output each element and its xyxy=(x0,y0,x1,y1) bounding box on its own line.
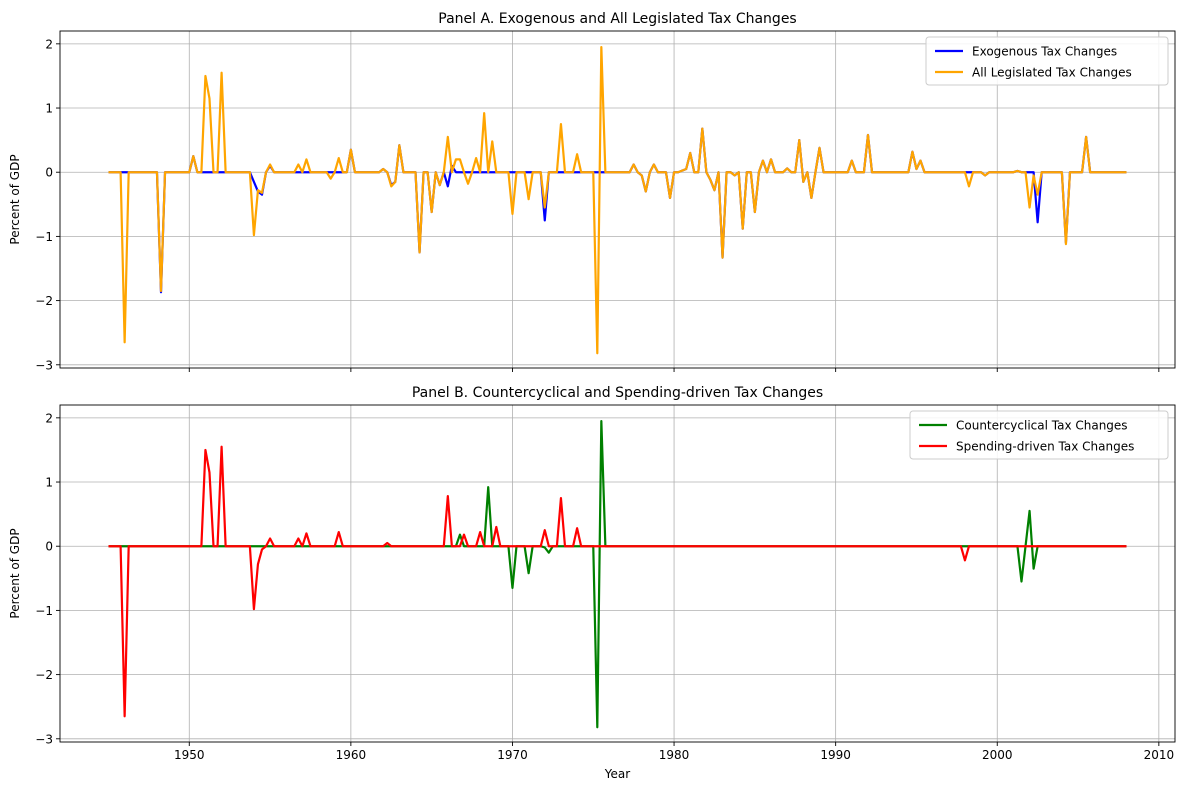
panel-title: Panel B. Countercyclical and Spending-dr… xyxy=(412,385,823,401)
y-tick-label: −3 xyxy=(35,358,53,372)
panel-a: −3 −2 −1 0 1 2 Panel A. Exogenous and All Legi… xyxy=(8,11,1176,372)
x-tick-label: 1980 xyxy=(659,748,690,762)
x-tick-label: 2010 xyxy=(1144,748,1175,762)
y-tick-label: 2 xyxy=(45,37,53,51)
y-axis-label: Percent of GDP xyxy=(8,528,22,618)
legend-box xyxy=(925,36,1169,86)
legend: Exogenous Tax Changes All Legislated Tax … xyxy=(925,36,1169,86)
y-tick-label: 0 xyxy=(45,540,53,554)
legend-entry-label: Spending-driven Tax Changes xyxy=(956,440,1134,454)
y-tick-label: 0 xyxy=(45,166,53,180)
x-tick-label: 1960 xyxy=(336,748,367,762)
panel-b: 1950 1960 1970 1980 1990 2000 2010 −3 −2 −1 0 1 2 Pan… xyxy=(8,385,1176,781)
y-tick-label: 1 xyxy=(45,102,53,116)
x-tick-label: 1990 xyxy=(820,748,851,762)
x-tick-label: 1970 xyxy=(497,748,528,762)
x-axis-label: Year xyxy=(604,767,630,781)
y-tick-label: −1 xyxy=(35,230,53,244)
panel-title: Panel A. Exogenous and All Legislated Ta… xyxy=(438,11,796,27)
y-tick-label: −2 xyxy=(35,668,53,682)
series-line-2 xyxy=(108,445,1127,718)
x-tick-label: 2000 xyxy=(982,748,1013,762)
legend: Countercyclical Tax Changes Spending-driv… xyxy=(909,410,1169,460)
axes-frame xyxy=(59,404,1176,743)
y-tick-label: −2 xyxy=(35,294,53,308)
y-tick-label: 1 xyxy=(45,476,53,490)
legend-box xyxy=(909,410,1169,460)
y-tick-label: −3 xyxy=(35,732,53,746)
y-axis-label: Percent of GDP xyxy=(8,154,22,244)
series-line-1 xyxy=(108,127,1127,294)
legend-entry-label: All Legislated Tax Changes xyxy=(972,66,1132,80)
axes-frame xyxy=(59,30,1176,369)
legend-entry-label: Countercyclical Tax Changes xyxy=(956,419,1128,433)
series-line-2 xyxy=(108,45,1127,355)
x-tick-label: 1950 xyxy=(174,748,205,762)
y-tick-label: −1 xyxy=(35,604,53,618)
series-line-1 xyxy=(108,419,1127,729)
y-tick-label: 2 xyxy=(45,411,53,425)
legend-entry-label: Exogenous Tax Changes xyxy=(972,45,1117,59)
